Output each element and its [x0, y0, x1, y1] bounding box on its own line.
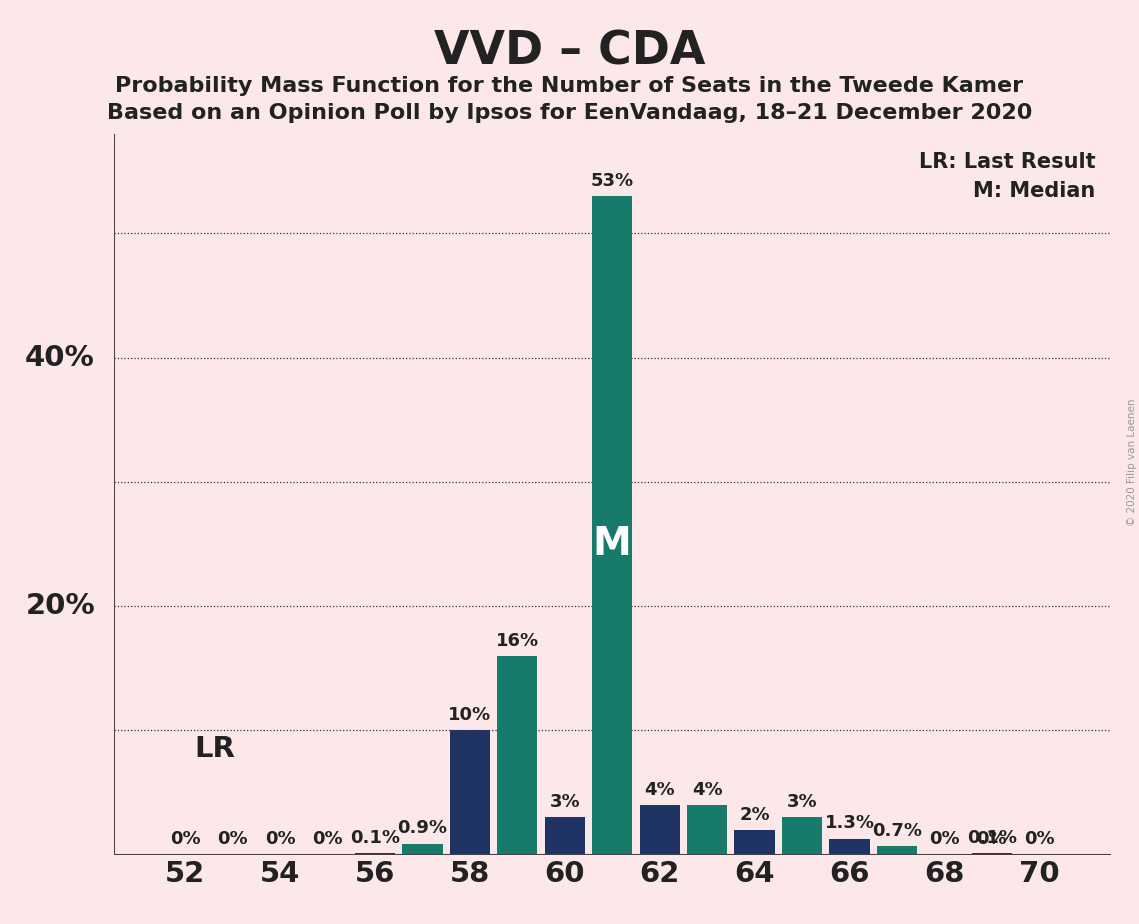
Bar [450, 731, 490, 855]
Text: 53%: 53% [591, 172, 633, 190]
Bar [877, 846, 917, 855]
Bar [544, 818, 585, 855]
Text: 0%: 0% [312, 831, 343, 848]
Bar [402, 844, 443, 855]
Text: 0.1%: 0.1% [967, 829, 1017, 847]
Bar [592, 196, 632, 855]
Bar [781, 818, 822, 855]
Text: 3%: 3% [787, 793, 818, 811]
Text: 0%: 0% [218, 831, 248, 848]
Text: VVD – CDA: VVD – CDA [434, 30, 705, 75]
Text: 20%: 20% [25, 592, 95, 620]
Text: Probability Mass Function for the Number of Seats in the Tweede Kamer: Probability Mass Function for the Number… [115, 76, 1024, 96]
Text: 2%: 2% [739, 806, 770, 823]
Text: M: Median: M: Median [974, 181, 1096, 201]
Text: 16%: 16% [495, 632, 539, 650]
Text: 0%: 0% [170, 831, 200, 848]
Text: 0%: 0% [976, 831, 1007, 848]
Text: 0.9%: 0.9% [398, 820, 448, 837]
Bar [735, 830, 775, 855]
Bar [687, 805, 728, 855]
Text: 0%: 0% [929, 831, 960, 848]
Text: 10%: 10% [449, 706, 491, 724]
Text: 4%: 4% [691, 781, 722, 798]
Text: 40%: 40% [25, 344, 95, 371]
Text: Based on an Opinion Poll by Ipsos for EenVandaag, 18–21 December 2020: Based on an Opinion Poll by Ipsos for Ee… [107, 103, 1032, 124]
Text: 0.1%: 0.1% [350, 829, 400, 847]
Bar [639, 805, 680, 855]
Text: 1.3%: 1.3% [825, 814, 875, 833]
Text: © 2020 Filip van Laenen: © 2020 Filip van Laenen [1126, 398, 1137, 526]
Text: 3%: 3% [549, 793, 580, 811]
Text: 4%: 4% [645, 781, 675, 798]
Text: 0.7%: 0.7% [872, 821, 921, 840]
Text: M: M [592, 525, 632, 563]
Bar [829, 839, 870, 855]
Bar [972, 854, 1013, 855]
Text: LR: Last Result: LR: Last Result [919, 152, 1096, 172]
Text: 0%: 0% [264, 831, 295, 848]
Bar [497, 656, 538, 855]
Text: LR: LR [195, 736, 236, 763]
Text: 0%: 0% [1024, 831, 1055, 848]
Bar [354, 854, 395, 855]
